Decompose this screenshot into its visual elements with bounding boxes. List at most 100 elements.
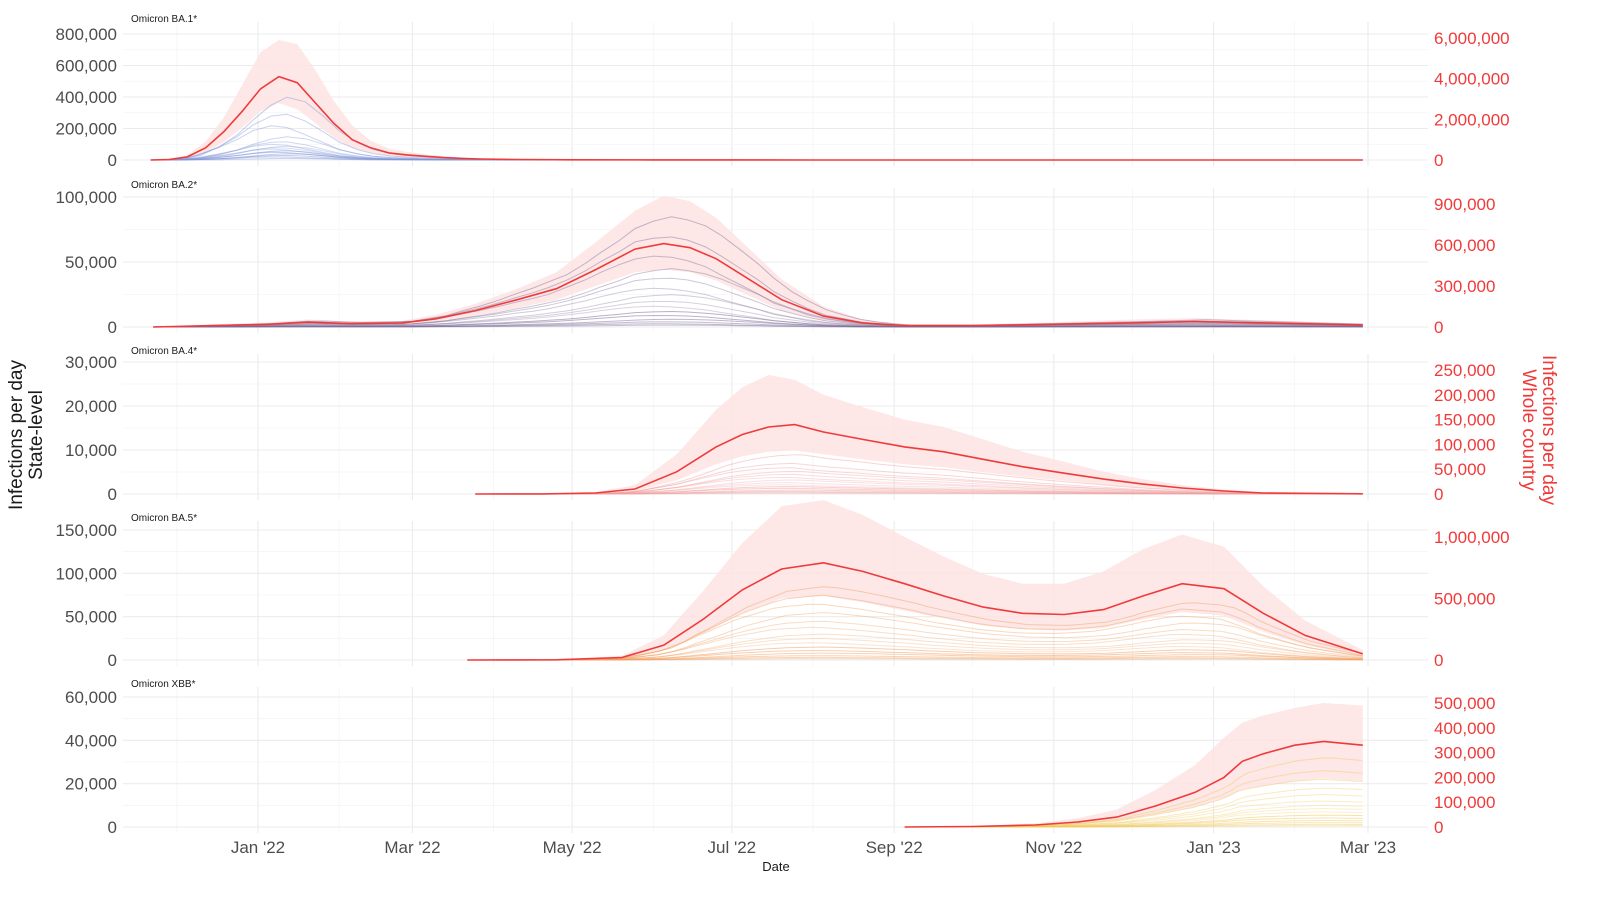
right-tick-label: 0 (1434, 818, 1443, 837)
left-tick-label: 600,000 (56, 57, 117, 76)
state-line (467, 650, 1363, 661)
country-line (153, 242, 1363, 328)
left-tick-label: 100,000 (56, 564, 117, 583)
state-line (475, 462, 1363, 495)
left-axis-label-line1: Infections per day (6, 360, 27, 510)
x-tick-label: Jan '23 (1186, 838, 1240, 857)
state-line (475, 470, 1363, 495)
state-line (467, 612, 1363, 661)
state-line (153, 318, 1363, 328)
state-line (153, 277, 1363, 328)
country-line (904, 740, 1363, 828)
left-tick-label: 0 (108, 485, 117, 504)
state-line (475, 489, 1363, 495)
right-tick-label: 100,000 (1434, 793, 1495, 812)
state-line (153, 268, 1363, 328)
x-tick-label: May '22 (543, 838, 602, 857)
state-line (153, 321, 1363, 328)
state-line (467, 656, 1363, 661)
right-axis-label-line1: Infections per day (1538, 355, 1559, 505)
left-tick-label: 30,000 (65, 353, 117, 372)
left-tick-label: 0 (108, 151, 117, 170)
left-tick-label: 0 (108, 818, 117, 837)
right-tick-label: 900,000 (1434, 195, 1495, 214)
right-tick-label: 1,000,000 (1434, 528, 1510, 547)
left-tick-label: 60,000 (65, 688, 117, 707)
left-tick-label: 400,000 (56, 88, 117, 107)
state-line (467, 652, 1363, 661)
x-tick-label: Mar '22 (384, 838, 440, 857)
right-tick-label: 300,000 (1434, 744, 1495, 763)
left-tick-label: 0 (108, 651, 117, 670)
state-line (467, 620, 1363, 661)
right-tick-label: 250,000 (1434, 361, 1495, 380)
left-tick-label: 800,000 (56, 25, 117, 44)
left-tick-label: 100,000 (56, 188, 117, 207)
left-axis-label-line2: State-level (26, 390, 47, 480)
right-tick-label: 100,000 (1434, 435, 1495, 454)
right-tick-label: 300,000 (1434, 277, 1495, 296)
panel-title: Omicron BA.4* (131, 346, 197, 357)
left-tick-label: 150,000 (56, 521, 117, 540)
country-uncertainty-band (153, 195, 1363, 327)
state-line (475, 491, 1363, 495)
state-line (475, 473, 1363, 495)
right-tick-label: 6,000,000 (1434, 29, 1510, 48)
right-tick-label: 4,000,000 (1434, 70, 1510, 89)
x-tick-label: Mar '23 (1340, 838, 1396, 857)
state-line (153, 216, 1363, 328)
x-axis-label: Date (762, 859, 789, 874)
right-tick-label: 50,000 (1434, 460, 1486, 479)
left-tick-label: 50,000 (65, 253, 117, 272)
state-line (475, 467, 1363, 495)
country-uncertainty-band (467, 500, 1363, 660)
x-tick-label: Nov '22 (1025, 838, 1082, 857)
left-tick-label: 0 (108, 318, 117, 337)
state-line (153, 324, 1363, 328)
right-tick-label: 0 (1434, 651, 1443, 670)
state-line (475, 487, 1363, 495)
right-tick-label: 600,000 (1434, 236, 1495, 255)
state-line (153, 323, 1363, 328)
right-tick-label: 2,000,000 (1434, 110, 1510, 129)
x-tick-label: Jan '22 (231, 838, 285, 857)
state-line (475, 454, 1363, 495)
right-tick-label: 500,000 (1434, 590, 1495, 609)
state-line (475, 490, 1363, 495)
country-line (467, 561, 1364, 661)
right-axis-label-line2: Whole country (1518, 369, 1539, 491)
country-uncertainty-band (475, 375, 1363, 494)
panel-title: Omicron BA.2* (131, 180, 197, 191)
country-uncertainty-band (150, 40, 1363, 160)
country-line (475, 423, 1363, 495)
left-tick-label: 40,000 (65, 731, 117, 750)
x-tick-label: Jul '22 (708, 838, 757, 857)
state-line (467, 626, 1363, 661)
country-uncertainty-band (904, 703, 1363, 827)
x-tick-label: Sep '22 (866, 838, 923, 857)
panel-title: Omicron BA.1* (131, 14, 197, 25)
right-tick-label: 0 (1434, 151, 1443, 170)
state-line (153, 314, 1363, 328)
state-line (153, 294, 1363, 328)
state-line (467, 655, 1363, 661)
panel-title: Omicron BA.5* (131, 513, 197, 524)
right-tick-label: 0 (1434, 318, 1443, 337)
left-tick-label: 10,000 (65, 441, 117, 460)
right-tick-label: 500,000 (1434, 694, 1495, 713)
right-tick-label: 400,000 (1434, 719, 1495, 738)
right-tick-label: 200,000 (1434, 768, 1495, 787)
right-tick-label: 200,000 (1434, 386, 1495, 405)
left-tick-label: 20,000 (65, 397, 117, 416)
country-line (150, 75, 1363, 161)
state-line (475, 492, 1363, 495)
left-tick-label: 200,000 (56, 120, 117, 139)
left-tick-label: 50,000 (65, 608, 117, 627)
panel-title: Omicron XBB* (131, 679, 196, 690)
state-line (153, 287, 1363, 328)
right-tick-label: 150,000 (1434, 411, 1495, 430)
right-tick-label: 0 (1434, 485, 1443, 504)
left-tick-label: 20,000 (65, 775, 117, 794)
